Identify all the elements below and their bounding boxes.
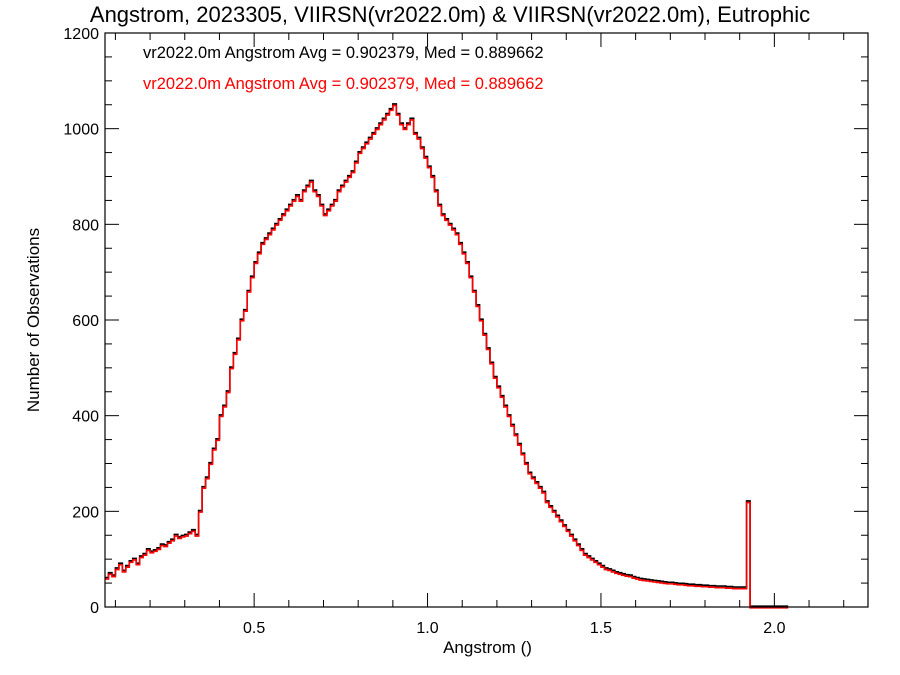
y-tick-label: 800 <box>72 217 99 234</box>
y-tick-label: 0 <box>90 600 99 617</box>
chart-title: Angstrom, 2023305, VIIRSN(vr2022.0m) & V… <box>89 2 811 27</box>
plot-frame <box>104 32 869 608</box>
x-tick-label: 1.0 <box>416 620 438 637</box>
series-line-1 <box>105 104 789 609</box>
y-tick-label: 1200 <box>63 26 99 43</box>
y-tick-label: 1000 <box>63 122 99 139</box>
y-tick-label: 400 <box>72 409 99 426</box>
stat-annotation-red: vr2022.0m Angstrom Avg = 0.902379, Med =… <box>143 75 544 93</box>
x-tick-label: 2.0 <box>763 620 785 637</box>
series-line-0 <box>105 103 789 607</box>
x-tick-label: 0.5 <box>243 620 265 637</box>
x-axis-label: Angstrom () <box>443 638 532 657</box>
y-tick-label: 600 <box>72 313 99 330</box>
y-tick-label: 200 <box>72 504 99 521</box>
x-tick-label: 1.5 <box>590 620 612 637</box>
stat-annotation-black: vr2022.0m Angstrom Avg = 0.902379, Med =… <box>143 44 544 62</box>
